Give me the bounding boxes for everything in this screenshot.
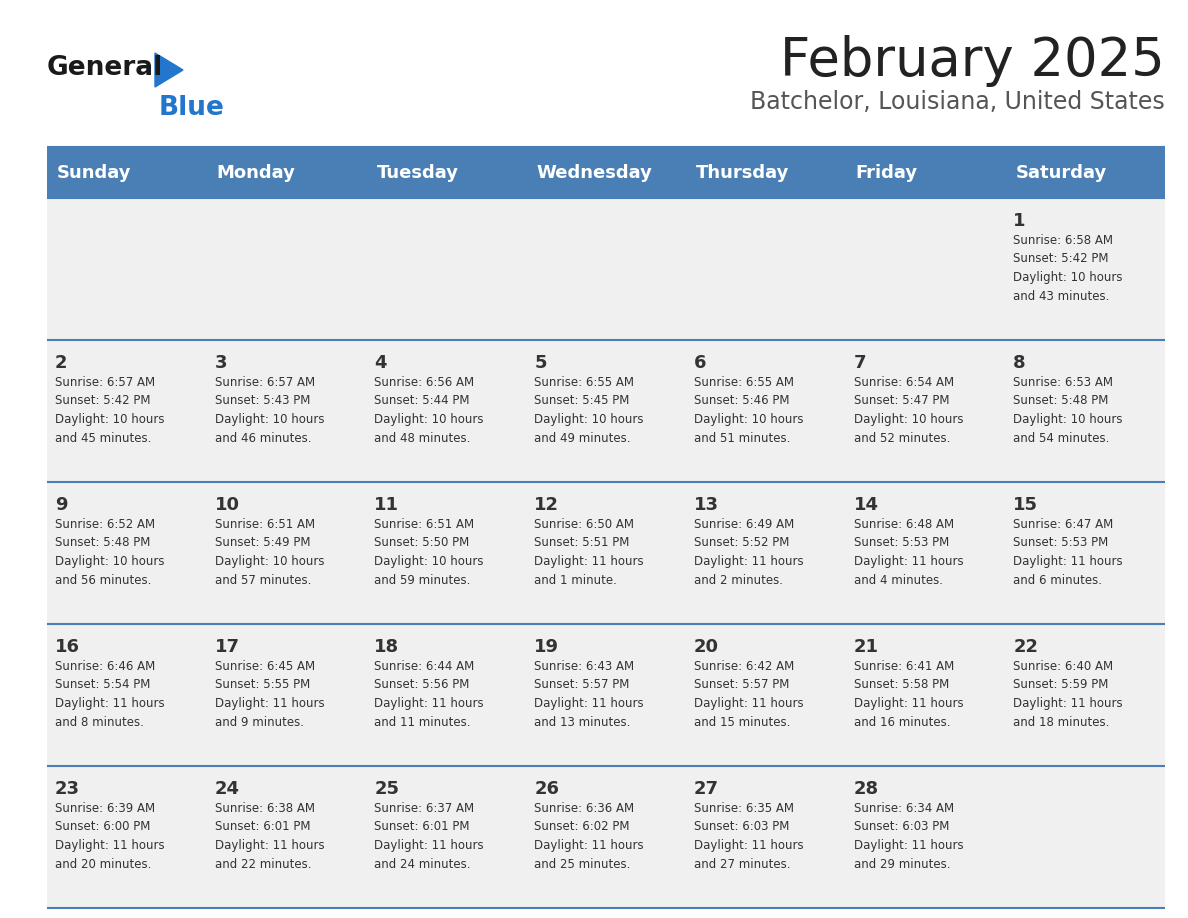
Text: Sunrise: 6:44 AM
Sunset: 5:56 PM
Daylight: 11 hours
and 11 minutes.: Sunrise: 6:44 AM Sunset: 5:56 PM Dayligh…: [374, 660, 484, 729]
Text: 22: 22: [1013, 638, 1038, 656]
Text: 18: 18: [374, 638, 399, 656]
Text: 21: 21: [853, 638, 879, 656]
Text: Sunrise: 6:42 AM
Sunset: 5:57 PM
Daylight: 11 hours
and 15 minutes.: Sunrise: 6:42 AM Sunset: 5:57 PM Dayligh…: [694, 660, 803, 729]
Text: 7: 7: [853, 354, 866, 372]
Text: Sunday: Sunday: [57, 164, 132, 182]
Text: 25: 25: [374, 780, 399, 798]
Text: 26: 26: [535, 780, 560, 798]
Bar: [48, 340, 1165, 482]
Text: General: General: [48, 55, 163, 81]
Text: Sunrise: 6:53 AM
Sunset: 5:48 PM
Daylight: 10 hours
and 54 minutes.: Sunrise: 6:53 AM Sunset: 5:48 PM Dayligh…: [1013, 376, 1123, 444]
Text: 14: 14: [853, 496, 879, 514]
Text: Sunrise: 6:38 AM
Sunset: 6:01 PM
Daylight: 11 hours
and 22 minutes.: Sunrise: 6:38 AM Sunset: 6:01 PM Dayligh…: [215, 802, 324, 870]
Text: Thursday: Thursday: [696, 164, 789, 182]
Text: Sunrise: 6:47 AM
Sunset: 5:53 PM
Daylight: 11 hours
and 6 minutes.: Sunrise: 6:47 AM Sunset: 5:53 PM Dayligh…: [1013, 518, 1123, 587]
Text: Sunrise: 6:35 AM
Sunset: 6:03 PM
Daylight: 11 hours
and 27 minutes.: Sunrise: 6:35 AM Sunset: 6:03 PM Dayligh…: [694, 802, 803, 870]
Text: Sunrise: 6:45 AM
Sunset: 5:55 PM
Daylight: 11 hours
and 9 minutes.: Sunrise: 6:45 AM Sunset: 5:55 PM Dayligh…: [215, 660, 324, 729]
Text: 19: 19: [535, 638, 560, 656]
Text: 4: 4: [374, 354, 387, 372]
Text: Sunrise: 6:39 AM
Sunset: 6:00 PM
Daylight: 11 hours
and 20 minutes.: Sunrise: 6:39 AM Sunset: 6:00 PM Dayligh…: [55, 802, 165, 870]
Text: Sunrise: 6:41 AM
Sunset: 5:58 PM
Daylight: 11 hours
and 16 minutes.: Sunrise: 6:41 AM Sunset: 5:58 PM Dayligh…: [853, 660, 963, 729]
Text: Sunrise: 6:58 AM
Sunset: 5:42 PM
Daylight: 10 hours
and 43 minutes.: Sunrise: 6:58 AM Sunset: 5:42 PM Dayligh…: [1013, 234, 1123, 303]
Text: 3: 3: [215, 354, 227, 372]
Text: 28: 28: [853, 780, 879, 798]
Text: 13: 13: [694, 496, 719, 514]
Text: Friday: Friday: [855, 164, 917, 182]
Text: Sunrise: 6:36 AM
Sunset: 6:02 PM
Daylight: 11 hours
and 25 minutes.: Sunrise: 6:36 AM Sunset: 6:02 PM Dayligh…: [535, 802, 644, 870]
Text: 12: 12: [535, 496, 560, 514]
Text: 10: 10: [215, 496, 240, 514]
Text: Monday: Monday: [216, 164, 296, 182]
Text: Sunrise: 6:54 AM
Sunset: 5:47 PM
Daylight: 10 hours
and 52 minutes.: Sunrise: 6:54 AM Sunset: 5:47 PM Dayligh…: [853, 376, 963, 444]
Text: 15: 15: [1013, 496, 1038, 514]
Text: Sunrise: 6:40 AM
Sunset: 5:59 PM
Daylight: 11 hours
and 18 minutes.: Sunrise: 6:40 AM Sunset: 5:59 PM Dayligh…: [1013, 660, 1123, 729]
Text: Sunrise: 6:43 AM
Sunset: 5:57 PM
Daylight: 11 hours
and 13 minutes.: Sunrise: 6:43 AM Sunset: 5:57 PM Dayligh…: [535, 660, 644, 729]
Bar: [48, 198, 1165, 340]
Polygon shape: [154, 53, 183, 87]
Text: Batchelor, Louisiana, United States: Batchelor, Louisiana, United States: [751, 90, 1165, 114]
Text: 9: 9: [55, 496, 68, 514]
Text: 11: 11: [374, 496, 399, 514]
Text: Sunrise: 6:52 AM
Sunset: 5:48 PM
Daylight: 10 hours
and 56 minutes.: Sunrise: 6:52 AM Sunset: 5:48 PM Dayligh…: [55, 518, 164, 587]
Text: Blue: Blue: [159, 95, 225, 121]
Text: 16: 16: [55, 638, 80, 656]
Text: 5: 5: [535, 354, 546, 372]
Text: Tuesday: Tuesday: [377, 164, 459, 182]
Text: Sunrise: 6:51 AM
Sunset: 5:50 PM
Daylight: 10 hours
and 59 minutes.: Sunrise: 6:51 AM Sunset: 5:50 PM Dayligh…: [374, 518, 484, 587]
Bar: [48, 766, 1165, 908]
Text: February 2025: February 2025: [781, 35, 1165, 87]
Text: 8: 8: [1013, 354, 1026, 372]
Text: Sunrise: 6:55 AM
Sunset: 5:45 PM
Daylight: 10 hours
and 49 minutes.: Sunrise: 6:55 AM Sunset: 5:45 PM Dayligh…: [535, 376, 644, 444]
Text: Wednesday: Wednesday: [536, 164, 652, 182]
Text: Sunrise: 6:37 AM
Sunset: 6:01 PM
Daylight: 11 hours
and 24 minutes.: Sunrise: 6:37 AM Sunset: 6:01 PM Dayligh…: [374, 802, 484, 870]
Text: 17: 17: [215, 638, 240, 656]
Text: Sunrise: 6:49 AM
Sunset: 5:52 PM
Daylight: 11 hours
and 2 minutes.: Sunrise: 6:49 AM Sunset: 5:52 PM Dayligh…: [694, 518, 803, 587]
Text: 6: 6: [694, 354, 707, 372]
Text: Sunrise: 6:34 AM
Sunset: 6:03 PM
Daylight: 11 hours
and 29 minutes.: Sunrise: 6:34 AM Sunset: 6:03 PM Dayligh…: [853, 802, 963, 870]
Text: Sunrise: 6:50 AM
Sunset: 5:51 PM
Daylight: 11 hours
and 1 minute.: Sunrise: 6:50 AM Sunset: 5:51 PM Dayligh…: [535, 518, 644, 587]
Bar: [48, 148, 1165, 198]
Text: 24: 24: [215, 780, 240, 798]
Text: Sunrise: 6:57 AM
Sunset: 5:43 PM
Daylight: 10 hours
and 46 minutes.: Sunrise: 6:57 AM Sunset: 5:43 PM Dayligh…: [215, 376, 324, 444]
Text: 1: 1: [1013, 212, 1025, 230]
Text: Sunrise: 6:48 AM
Sunset: 5:53 PM
Daylight: 11 hours
and 4 minutes.: Sunrise: 6:48 AM Sunset: 5:53 PM Dayligh…: [853, 518, 963, 587]
Text: 2: 2: [55, 354, 68, 372]
Text: Sunrise: 6:51 AM
Sunset: 5:49 PM
Daylight: 10 hours
and 57 minutes.: Sunrise: 6:51 AM Sunset: 5:49 PM Dayligh…: [215, 518, 324, 587]
Text: 27: 27: [694, 780, 719, 798]
Text: 23: 23: [55, 780, 80, 798]
Text: Sunrise: 6:46 AM
Sunset: 5:54 PM
Daylight: 11 hours
and 8 minutes.: Sunrise: 6:46 AM Sunset: 5:54 PM Dayligh…: [55, 660, 165, 729]
Bar: [48, 482, 1165, 624]
Text: Saturday: Saturday: [1016, 164, 1106, 182]
Text: Sunrise: 6:55 AM
Sunset: 5:46 PM
Daylight: 10 hours
and 51 minutes.: Sunrise: 6:55 AM Sunset: 5:46 PM Dayligh…: [694, 376, 803, 444]
Text: Sunrise: 6:56 AM
Sunset: 5:44 PM
Daylight: 10 hours
and 48 minutes.: Sunrise: 6:56 AM Sunset: 5:44 PM Dayligh…: [374, 376, 484, 444]
Text: 20: 20: [694, 638, 719, 656]
Bar: [48, 624, 1165, 766]
Text: Sunrise: 6:57 AM
Sunset: 5:42 PM
Daylight: 10 hours
and 45 minutes.: Sunrise: 6:57 AM Sunset: 5:42 PM Dayligh…: [55, 376, 164, 444]
